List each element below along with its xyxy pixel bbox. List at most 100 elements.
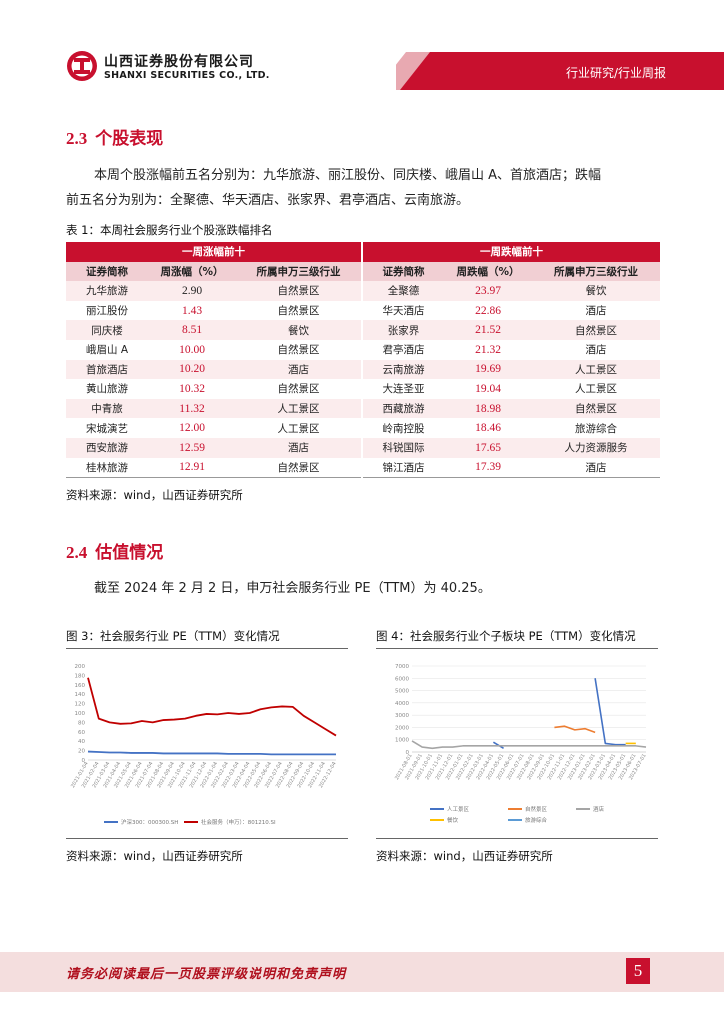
column-header: 证券简称 [66,261,148,282]
industry-cell: 人工景区 [236,398,364,419]
industry-cell: 酒店 [532,339,661,360]
figure-3-source: 资料来源：wind，山西证券研究所 [66,849,243,863]
legend-label: 旅游综合 [525,816,548,824]
table-row: 峨眉山 A 10.00 自然景区 君亭酒店 21.32 酒店 [66,339,661,360]
industry-cell: 酒店 [532,457,661,479]
figure-4-caption: 图 4：社会服务行业个子板块 PE（TTM）变化情况 [376,629,636,643]
change-value-cell: 10.00 [148,339,236,360]
stock-name-cell: 丽江股份 [66,300,148,321]
section-title: 估值情况 [95,543,164,563]
change-value-cell: 18.98 [444,398,533,419]
industry-cell: 人工景区 [532,359,661,380]
stock-name-cell: 峨眉山 A [66,339,148,360]
report-type-label: 行业研究/行业周报 [565,66,666,80]
legend-label: 酒店 [593,805,605,813]
stock-name-cell: 黄山旅游 [66,379,148,399]
industry-cell: 餐饮 [532,281,661,301]
column-header: 周涨幅（%） [148,261,236,282]
table-row: 桂林旅游 12.91 自然景区 锦江酒店 17.39 酒店 [66,457,661,479]
table-row: 中青旅 11.32 人工景区 西藏旅游 18.98 自然景区 [66,398,661,419]
table-row: 黄山旅游 10.32 自然景区 大连圣亚 19.04 人工景区 [66,379,661,399]
table-row: 宋城演艺 12.00 人工景区 岭南控股 18.46 旅游综合 [66,418,661,438]
figure-rule [66,648,348,649]
table-row: 同庆楼 8.51 餐饮 张家界 21.52 自然景区 [66,320,661,340]
y-tick-label: 160 [75,683,86,689]
y-tick-label: 100 [75,711,86,717]
y-tick-label: 0 [406,750,410,756]
change-value-cell: 21.32 [444,339,533,360]
figure-rule [66,838,348,839]
industry-cell: 人力资源服务 [532,437,661,458]
header-band [396,52,724,90]
stock-name-cell: 宋城演艺 [66,418,148,438]
change-value-cell: 19.69 [444,359,533,380]
y-tick-label: 6000 [395,676,409,682]
section-number: 2.4 [66,543,88,562]
legend-label: 自然景区 [525,805,548,813]
stock-name-cell: 西安旅游 [66,437,148,458]
y-tick-label: 80 [78,720,85,726]
stock-name-cell: 岭南控股 [362,418,445,438]
change-value-cell: 12.91 [148,457,236,479]
industry-cell: 自然景区 [532,398,661,419]
stock-name-cell: 桂林旅游 [66,457,148,479]
stock-name-cell: 锦江酒店 [362,457,445,479]
stock-name-cell: 九华旅游 [66,281,148,301]
company-name-en: SHANXI SECURITIES CO., LTD. [104,70,270,81]
industry-cell: 人工景区 [532,379,661,399]
stock-name-cell: 君亭酒店 [362,339,445,360]
change-value-cell: 17.39 [444,457,533,479]
figure-4-source: 资料来源：wind，山西证券研究所 [376,849,553,863]
change-value-cell: 23.97 [444,281,533,301]
company-name-cn: 山西证券股份有限公司 [104,54,254,70]
page-header: 山西证券股份有限公司 SHANXI SECURITIES CO., LTD. 行… [0,0,724,100]
industry-cell: 酒店 [236,359,364,380]
change-value-cell: 19.04 [444,379,533,399]
column-header: 所属申万三级行业 [236,261,364,282]
y-tick-label: 0 [82,758,86,764]
table-row: 九华旅游 2.90 自然景区 全聚德 23.97 餐饮 [66,281,661,301]
y-tick-label: 5000 [395,689,409,695]
industry-cell: 餐饮 [236,320,364,340]
industry-cell: 自然景区 [532,320,661,340]
page-number: 5 [626,958,650,984]
table-row: 丽江股份 1.43 自然景区 华天酒店 22.86 酒店 [66,300,661,321]
industry-cell: 自然景区 [236,379,364,399]
company-logo-icon [67,51,97,81]
footer-band [0,952,724,992]
stock-name-cell: 华天酒店 [362,300,445,321]
y-tick-label: 2000 [395,725,409,731]
y-tick-label: 120 [75,702,86,708]
stock-name-cell: 张家界 [362,320,445,340]
y-tick-label: 200 [75,664,86,670]
legend-label: 餐饮 [447,816,459,824]
stock-ranking-table: 一周涨幅前十 一周跌幅前十 证券简称 周涨幅（%） 所属申万三级行业 证券简称 … [66,242,661,479]
series-line [87,750,336,756]
stock-name-cell: 同庆楼 [66,320,148,340]
change-value-cell: 22.86 [444,300,533,321]
change-value-cell: 12.00 [148,418,236,438]
footer-disclaimer: 请务必阅读最后一页股票评级说明和免责声明 [66,967,347,982]
industry-cell: 旅游综合 [532,418,661,438]
section-heading-2-3: 2.3 个股表现 [66,124,163,149]
change-value-cell: 8.51 [148,320,236,340]
y-tick-label: 1000 [395,738,409,744]
table-source: 资料来源：wind，山西证券研究所 [66,488,243,502]
change-value-cell: 21.52 [444,320,533,340]
paragraph-line: 前五名分为别为：全聚德、华天酒店、张家界、君亭酒店、云南旅游。 [66,193,470,208]
stock-name-cell: 中青旅 [66,398,148,419]
change-value-cell: 17.65 [444,437,533,458]
figure-3-caption: 图 3：社会服务行业 PE（TTM）变化情况 [66,629,280,643]
industry-cell: 自然景区 [236,300,364,321]
series-line [411,740,647,750]
column-header: 证券简称 [362,261,445,282]
stock-name-cell: 科锐国际 [362,437,445,458]
figure-rule [376,838,658,839]
figure-rule [376,648,658,649]
series-line [594,678,626,746]
change-value-cell: 18.46 [444,418,533,438]
figure-3-chart: 2001801601401201008060402002021-01-04202… [70,664,338,826]
change-value-cell: 12.59 [148,437,236,458]
y-tick-label: 3000 [395,713,409,719]
industry-cell: 酒店 [236,437,364,458]
